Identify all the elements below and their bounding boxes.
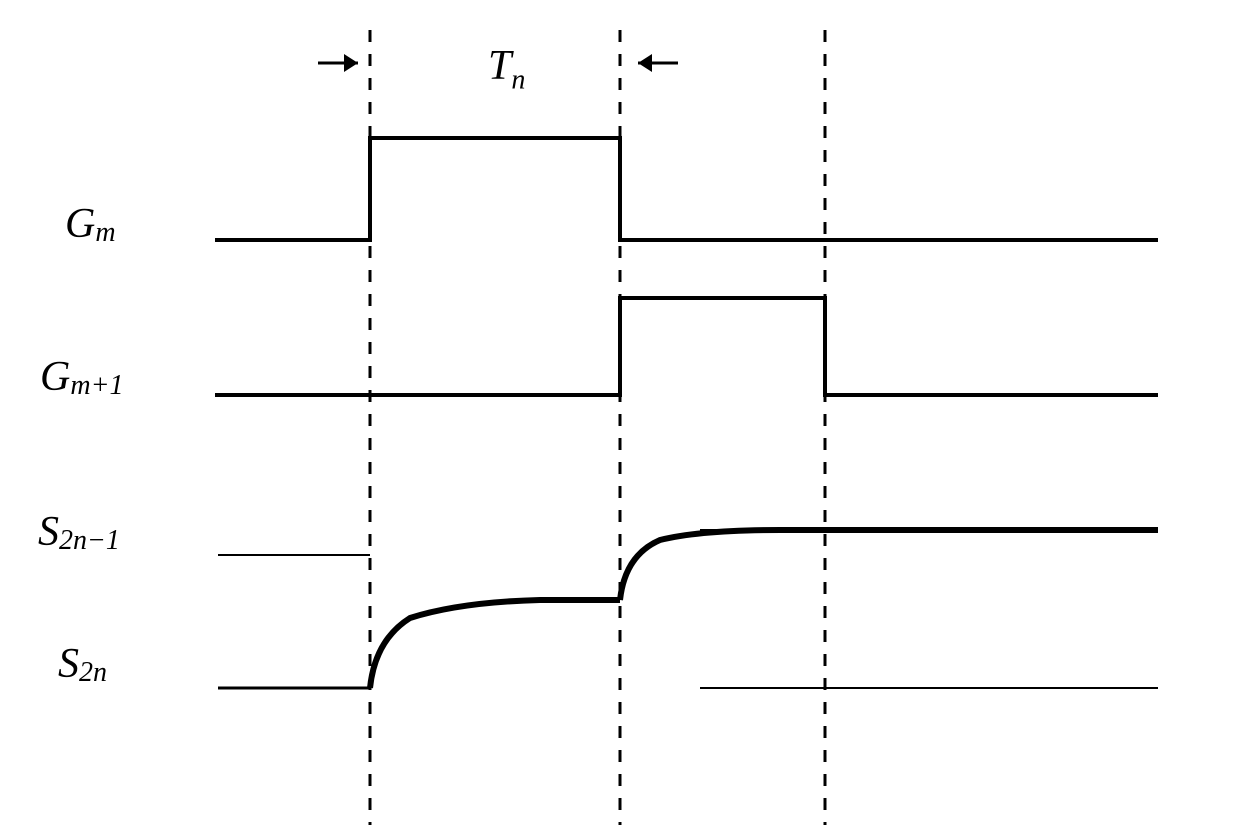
waveform-s2n-rise2 (620, 530, 1158, 600)
waveform-gm (215, 138, 1158, 240)
waveform-s2n-rise1 (370, 600, 620, 688)
timing-diagram-container: Tn Gm Gm+1 S2n−1 S2n (0, 0, 1240, 839)
waveform-svg (0, 0, 1240, 839)
waveform-gm1 (215, 298, 1158, 395)
